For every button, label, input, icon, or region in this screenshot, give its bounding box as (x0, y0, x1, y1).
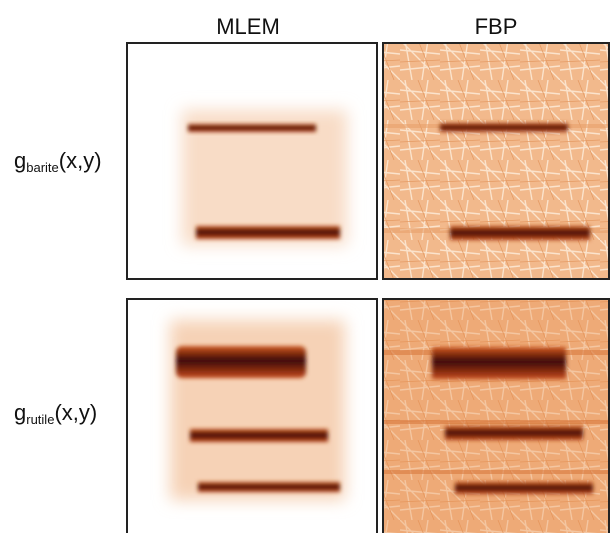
figure: MLEM FBP gbarite(x,y) grutile(x,y) (0, 0, 612, 533)
image-grid (0, 0, 612, 533)
image-panel (382, 298, 610, 533)
image-panel (382, 42, 610, 280)
image-panel (126, 298, 378, 533)
image-panel (126, 42, 378, 280)
